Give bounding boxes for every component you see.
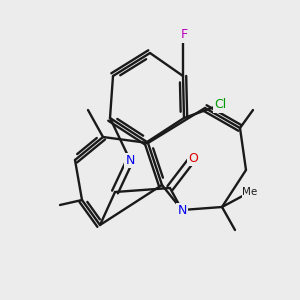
Text: N: N — [125, 154, 135, 166]
Text: O: O — [188, 152, 198, 164]
Text: N: N — [177, 203, 187, 217]
Text: F: F — [180, 28, 188, 41]
Text: Cl: Cl — [214, 98, 226, 112]
Text: Me: Me — [242, 187, 258, 197]
